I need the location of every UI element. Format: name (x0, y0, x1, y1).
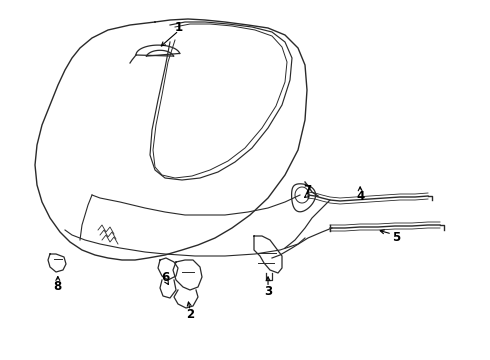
Text: 8: 8 (54, 280, 62, 293)
Text: 3: 3 (264, 285, 272, 298)
Text: 6: 6 (162, 271, 170, 284)
Text: 1: 1 (175, 21, 183, 33)
Text: 5: 5 (392, 231, 400, 244)
Text: 4: 4 (356, 190, 364, 203)
Text: 7: 7 (304, 184, 312, 197)
Text: 2: 2 (186, 309, 194, 321)
